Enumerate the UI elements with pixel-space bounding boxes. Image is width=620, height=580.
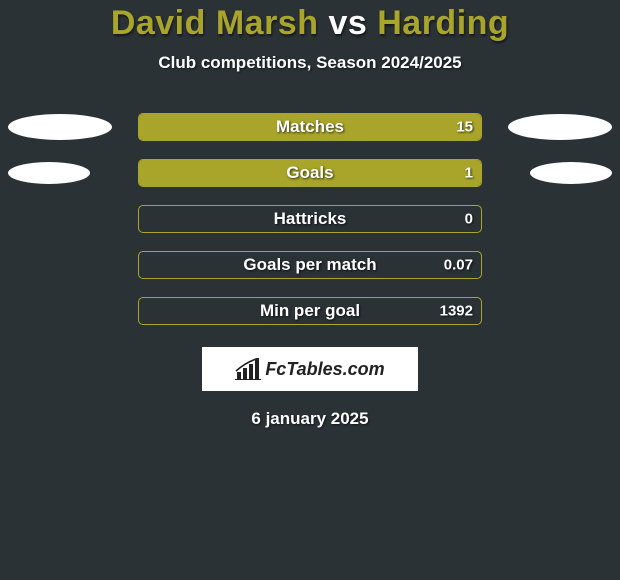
player-badge-left bbox=[8, 114, 112, 140]
stat-bar: Goals1 bbox=[138, 159, 482, 187]
subtitle: Club competitions, Season 2024/2025 bbox=[158, 53, 461, 73]
stat-bar: Hattricks0 bbox=[138, 205, 482, 233]
stat-value-right: 0 bbox=[465, 211, 473, 228]
stat-label: Hattricks bbox=[139, 209, 481, 229]
player-badge-right bbox=[508, 114, 612, 140]
player-badge-left bbox=[8, 162, 90, 184]
brand-box[interactable]: FcTables.com bbox=[202, 347, 418, 391]
stat-label: Min per goal bbox=[139, 301, 481, 321]
comparison-card: David Marsh vs Harding Club competitions… bbox=[0, 0, 620, 429]
stat-row: Matches15 bbox=[0, 113, 620, 141]
title-vs: vs bbox=[328, 4, 367, 42]
title-player1: David Marsh bbox=[111, 4, 319, 42]
bar-fill-right bbox=[139, 114, 481, 140]
bar-fill-right bbox=[139, 160, 481, 186]
bar-chart-icon bbox=[235, 358, 261, 380]
stat-row: Min per goal1392 bbox=[0, 297, 620, 325]
stat-row: Goals1 bbox=[0, 159, 620, 187]
stats-block: Matches15 Goals1 Hattricks0 Goals per match… bbox=[0, 113, 620, 325]
stat-row: Hattricks0 bbox=[0, 205, 620, 233]
stat-bar: Min per goal1392 bbox=[138, 297, 482, 325]
stat-row: Goals per match0.07 bbox=[0, 251, 620, 279]
brand-text: FcTables.com bbox=[265, 359, 384, 380]
title-player2: Harding bbox=[377, 4, 509, 42]
stat-value-right: 0.07 bbox=[444, 257, 473, 274]
date-text: 6 january 2025 bbox=[251, 409, 368, 429]
player-badge-right bbox=[530, 162, 612, 184]
stat-label: Goals per match bbox=[139, 255, 481, 275]
page-title: David Marsh vs Harding bbox=[111, 4, 509, 43]
stat-value-right: 1392 bbox=[440, 303, 473, 320]
stat-bar: Goals per match0.07 bbox=[138, 251, 482, 279]
stat-bar: Matches15 bbox=[138, 113, 482, 141]
